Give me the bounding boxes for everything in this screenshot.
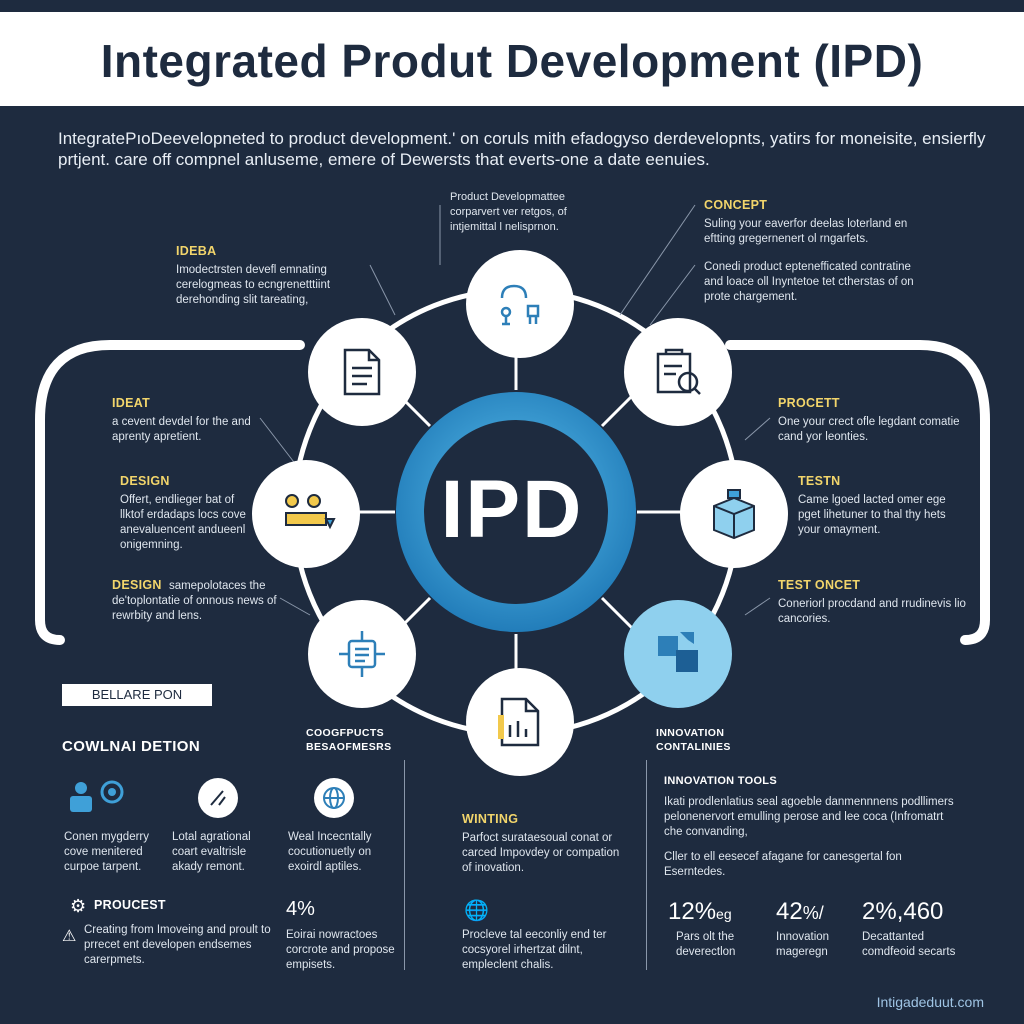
page-title: Integrated Produt Development (IPD) [100, 35, 924, 87]
stat-3-value: 2%,460 [862, 898, 944, 925]
spoke [600, 596, 636, 632]
spoke [600, 392, 636, 428]
top-note: Product Developmattee corparvert ver ret… [450, 191, 567, 233]
right-block-test-oncet: TEST ONCET Coneriorl procdand and rrudin… [778, 578, 966, 625]
pen-icon [198, 778, 238, 818]
stat-1-value: 12%eg [668, 898, 732, 925]
tools-block: INNOVATION TOOLS Ikati prodlenlatius sea… [664, 775, 954, 878]
innovation-arrows-icon [658, 632, 698, 672]
writing-block: WINTING Parfoct surataesoual conat or ca… [462, 812, 620, 874]
right-bracket-arc [725, 340, 990, 645]
right-block-testn: TESTN Came lgoed lacted omer ege pget li… [798, 474, 946, 536]
right-block-procett: PROCETT One your crect ofle legdant coma… [778, 396, 960, 443]
hub-label: IPD [440, 464, 584, 555]
left-block-design-2: DESIGN samepolotaces the de'toplontatie … [112, 578, 277, 622]
right-block-concept: CONCEPT Suling your eaverfor deelas lote… [704, 198, 908, 245]
divider-right [646, 760, 647, 970]
four-percent-value: 4% [286, 898, 315, 920]
mid-section-title: COOGFPUCTS BESAOFMESRS [306, 727, 392, 753]
box-icon [713, 489, 755, 540]
warning-icon: ⚠ [62, 928, 77, 945]
bottom-col-2: Lotal agrational coart evaltrisle akady … [172, 831, 251, 873]
circuit-icon [339, 631, 385, 677]
footer-url[interactable]: Intigadeduut.com [876, 994, 984, 1010]
divider-mid [404, 760, 405, 970]
document-icon [343, 348, 381, 396]
node-circuit[interactable] [308, 600, 416, 708]
node-report[interactable] [466, 668, 574, 776]
process-gear-icon: ⚙ [70, 896, 87, 916]
node-team[interactable] [466, 250, 574, 358]
team-icon [68, 778, 128, 818]
node-document[interactable] [308, 318, 416, 426]
globe-icon [314, 778, 354, 818]
four-percent-text: Eoirai nowractoes corcrote and propose e… [286, 929, 395, 971]
stat-2-value: 42%/ [776, 898, 824, 925]
stat-1-label: Pars olt the deverectlon [676, 931, 736, 958]
node-clipboard[interactable] [624, 318, 732, 426]
bottom-col-1: Conen mygderry cove menitered curpoe tar… [64, 831, 150, 873]
left-bracket-arc [35, 340, 305, 645]
title-banner: Integrated Produt Development (IPD) [0, 12, 1024, 106]
report-chart-icon [498, 697, 540, 747]
left-section-title: COWLNAI DETION [62, 738, 201, 755]
globe-text: Procleve tal eeconliy end ter cocsyorel … [462, 929, 607, 971]
clipboard-search-icon [656, 348, 701, 395]
hub-inner [424, 420, 608, 604]
right-section-title: INNOVATION CONTALINIES [656, 727, 731, 753]
right-block-concept-2: Conedi product eptenefficated contratine… [704, 261, 914, 303]
stat-3-label: Decattanted comdfeoid secarts [862, 931, 956, 958]
section-tag: BELLARE PON [62, 684, 212, 706]
stat-2-label: Innovation mageregn [776, 931, 830, 958]
left-block-ideat: IDEAT a cevent devdel for the and aprent… [112, 396, 251, 443]
left-block-design: DESIGN Offert, endlieger bat of llktof e… [120, 474, 246, 551]
left-block-ideba: IDEBA Imodectrsten devefl emnating cerel… [176, 244, 331, 306]
node-design[interactable] [252, 460, 360, 568]
bottom-col-3: Weal Incecntally cocutionuetly on exoird… [288, 831, 372, 873]
process-block: PROUCEST Creating from Imoveing and prou… [84, 898, 271, 966]
team-tools-icon [500, 284, 540, 326]
globe-small-icon: 🌐 [464, 900, 489, 922]
node-innovation[interactable] [624, 600, 732, 708]
collaboration-icon [285, 494, 336, 530]
node-test[interactable] [680, 460, 788, 568]
intro-paragraph: IntegratePıoDeevelopneted to product dev… [58, 129, 986, 169]
